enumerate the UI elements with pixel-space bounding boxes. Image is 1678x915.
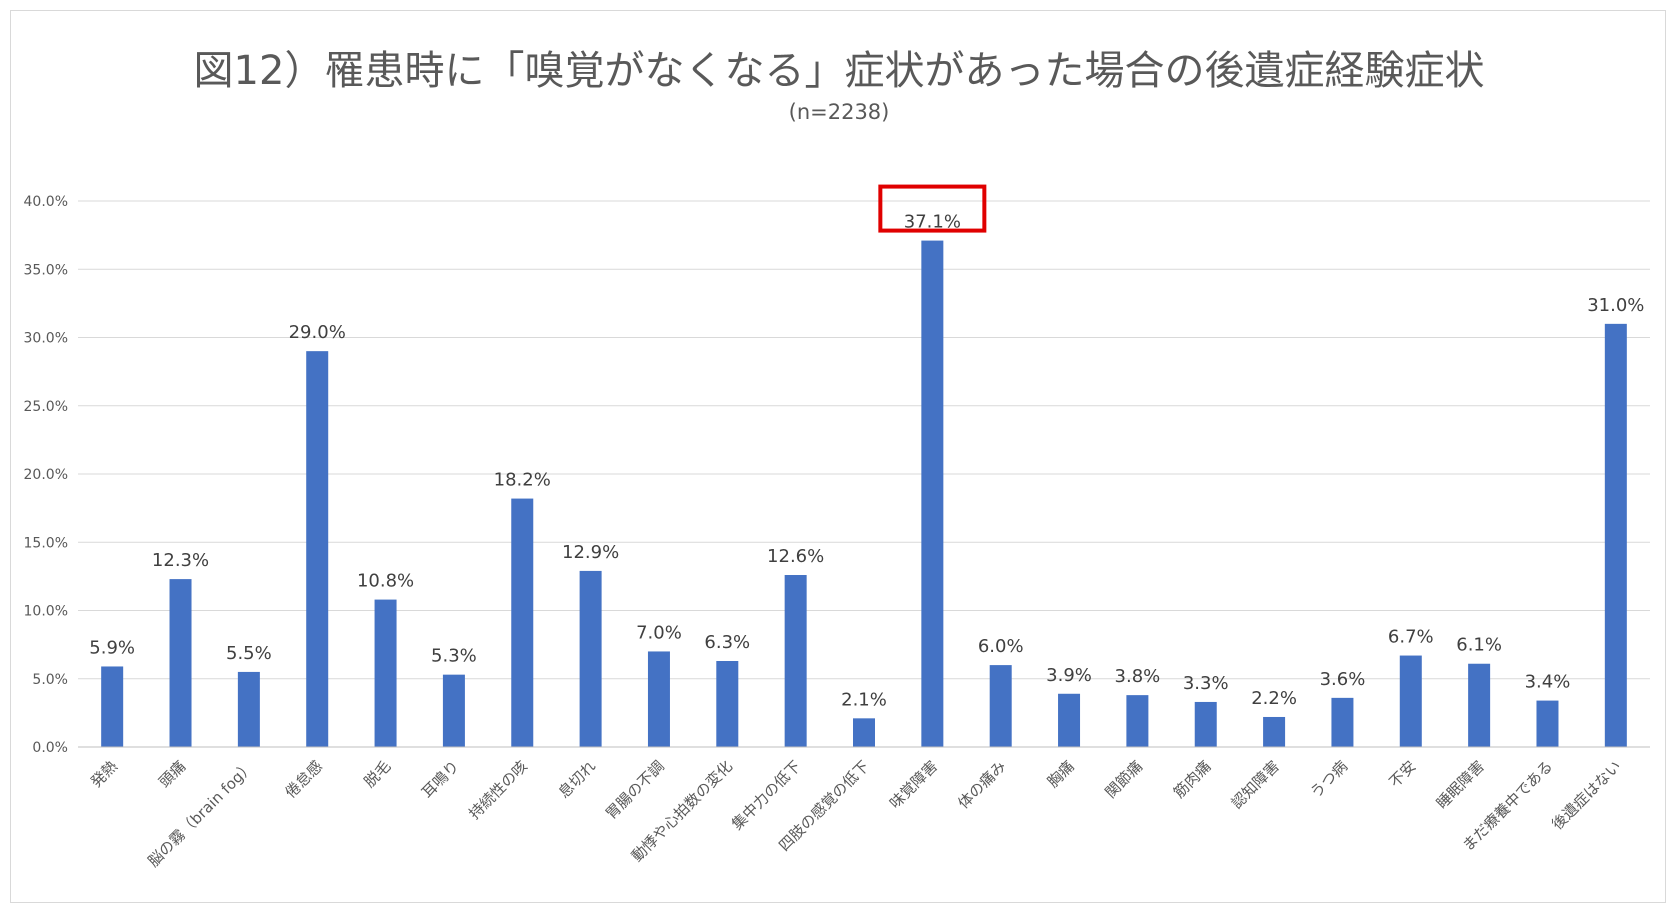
bar xyxy=(921,240,944,747)
bar xyxy=(442,674,465,747)
bar xyxy=(1536,700,1559,747)
bar xyxy=(579,570,602,747)
data-label: 5.5% xyxy=(226,643,272,664)
bar xyxy=(989,665,1012,747)
bar xyxy=(1126,695,1149,747)
category-label: 認知障害 xyxy=(1228,757,1283,812)
bar xyxy=(1263,716,1286,747)
category-label: 息切れ xyxy=(555,757,600,802)
data-label: 12.3% xyxy=(152,550,209,571)
y-tick-label: 5.0% xyxy=(32,672,68,688)
data-label: 31.0% xyxy=(1587,295,1644,316)
data-label: 5.3% xyxy=(431,646,477,667)
y-tick-label: 40.0% xyxy=(24,194,68,210)
category-label: 頭痛 xyxy=(155,757,189,791)
category-label: 胃腸の不調 xyxy=(602,757,668,823)
bar xyxy=(1194,701,1217,747)
data-label: 3.4% xyxy=(1525,672,1571,693)
bar xyxy=(1058,693,1081,747)
bar xyxy=(853,718,875,747)
category-label: 不安 xyxy=(1386,757,1420,791)
data-label: 2.2% xyxy=(1251,688,1297,709)
bar xyxy=(1468,663,1491,747)
y-tick-label: 20.0% xyxy=(24,467,68,483)
data-label: 3.9% xyxy=(1046,665,1092,686)
y-tick-label: 15.0% xyxy=(24,535,68,551)
y-tick-label: 30.0% xyxy=(24,331,68,347)
category-label: 味覚障害 xyxy=(886,757,941,812)
category-label: 耳鳴り xyxy=(418,757,463,802)
chart-subtitle: (n=2238) xyxy=(788,100,890,124)
y-tick-label: 0.0% xyxy=(32,740,68,756)
data-label: 5.9% xyxy=(89,637,135,658)
data-label: 6.3% xyxy=(704,632,750,653)
data-label: 3.3% xyxy=(1183,673,1229,694)
category-label: 倦怠感 xyxy=(281,757,326,802)
category-label: 体の痛み xyxy=(954,757,1009,812)
data-label: 12.9% xyxy=(562,542,619,563)
data-label: 3.6% xyxy=(1320,669,1366,690)
bar xyxy=(374,599,397,747)
data-label: 10.8% xyxy=(357,571,414,592)
data-label: 37.1% xyxy=(904,212,961,233)
category-label: 筋肉痛 xyxy=(1170,757,1215,802)
category-label: 関節痛 xyxy=(1102,757,1147,802)
bar xyxy=(1399,655,1422,747)
data-label: 6.7% xyxy=(1388,627,1434,648)
data-label: 29.0% xyxy=(289,322,346,343)
data-label: 12.6% xyxy=(767,546,824,567)
data-label: 7.0% xyxy=(636,622,682,643)
bar xyxy=(511,498,534,747)
chart-frame xyxy=(10,10,1666,903)
data-label: 3.8% xyxy=(1115,666,1161,687)
bar xyxy=(237,671,260,747)
y-tick-label: 10.0% xyxy=(24,604,68,620)
bar xyxy=(169,579,192,747)
bar xyxy=(101,666,124,747)
bar xyxy=(647,651,670,747)
chart-title: 図12）罹患時に「嗅覚がなくなる」症状があった場合の後遺症経験症状 xyxy=(193,48,1485,94)
data-label: 18.2% xyxy=(494,470,551,491)
category-label: 集中力の低下 xyxy=(728,757,804,833)
category-label: うつ病 xyxy=(1307,757,1352,802)
category-label: 胸痛 xyxy=(1044,757,1078,791)
data-label: 6.1% xyxy=(1456,635,1502,656)
bar xyxy=(784,575,807,747)
bar xyxy=(716,661,739,747)
bar xyxy=(1604,323,1627,747)
category-label: 脱毛 xyxy=(360,757,394,791)
bar xyxy=(306,351,329,747)
data-label: 2.1% xyxy=(841,689,887,710)
category-label: 後遺症はない xyxy=(1548,757,1624,833)
highlight-box xyxy=(878,184,987,233)
category-label: 睡眠障害 xyxy=(1433,757,1488,812)
data-label: 6.0% xyxy=(978,636,1024,657)
category-label: 持続性の咳 xyxy=(465,757,531,823)
y-tick-label: 25.0% xyxy=(24,399,68,415)
bar xyxy=(1331,697,1354,747)
category-label: 発熱 xyxy=(87,757,121,791)
y-tick-label: 35.0% xyxy=(24,262,68,278)
